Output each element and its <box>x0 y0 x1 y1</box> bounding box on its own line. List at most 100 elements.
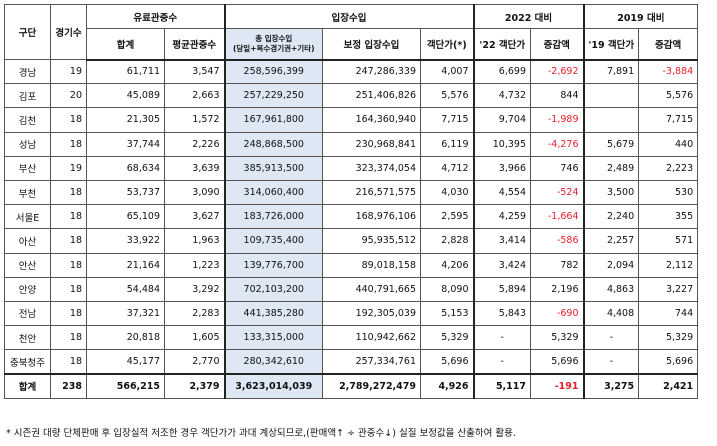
cell-diff22: -1,989 <box>530 107 585 133</box>
cell-revenue-adjusted: 230,968,841 <box>322 131 421 157</box>
cell-paid-total: 68,634 <box>86 155 165 181</box>
cell-revenue-adjusted: 216,571,575 <box>322 179 421 206</box>
header-games: 경기수 <box>50 4 87 60</box>
cell-paid-total: 45,177 <box>86 349 165 375</box>
cell-per-customer: 5,576 <box>420 83 475 109</box>
cell-games: 18 <box>50 228 87 254</box>
cell-revenue-total: 258,596,399 <box>223 58 323 85</box>
cell-revenue-adjusted: 192,305,039 <box>322 300 421 327</box>
cell-avg: 1,572 <box>164 107 225 133</box>
cell-revenue-total: 441,385,280 <box>223 300 323 327</box>
cell-per-customer: 2,595 <box>420 204 475 230</box>
cell-team: 부산 <box>4 155 51 181</box>
cell-diff22: 2,196 <box>530 276 585 302</box>
cell-diff22: 844 <box>530 83 585 109</box>
cell-avg: 2,770 <box>164 349 225 375</box>
cell-per22: - <box>473 349 531 375</box>
cell-per22: 4,259 <box>473 204 531 230</box>
cell-per22: 3,966 <box>473 155 531 181</box>
cell-revenue-adjusted: 95,935,512 <box>322 228 421 254</box>
header-paid-group: 유료관중수 <box>86 4 225 29</box>
cell-revenue-total: 133,315,000 <box>223 325 323 351</box>
cell-diff19: 530 <box>638 179 699 206</box>
cell-per-customer: 2,828 <box>420 228 475 254</box>
header-per-customer: 객단가(*) <box>420 28 475 61</box>
header-vs2022-group: 2022 대비 <box>473 4 585 29</box>
table-row: 서울E 18 65,109 3,627 183,726,000 168,976,106 2,… <box>4 204 699 230</box>
cell-team: 아산 <box>4 228 51 254</box>
cell-paid-total: 566,215 <box>86 372 165 399</box>
cell-revenue-adjusted: 164,360,940 <box>322 107 421 133</box>
cell-paid-total: 37,321 <box>86 300 165 327</box>
cell-diff22: -1,664 <box>530 204 585 230</box>
cell-revenue-total: 280,342,610 <box>223 349 323 375</box>
cell-avg: 2,283 <box>164 300 225 327</box>
cell-per-customer: 5,329 <box>420 325 475 351</box>
cell-diff19: 571 <box>638 228 699 254</box>
cell-diff19: 355 <box>638 204 699 230</box>
cell-per22: 5,117 <box>473 372 531 399</box>
cell-paid-total: 53,737 <box>86 179 165 206</box>
cell-per-customer: 5,153 <box>420 300 475 327</box>
cell-diff22: -690 <box>530 300 585 327</box>
cell-revenue-total: 385,913,500 <box>223 155 323 181</box>
cell-per19: 2,094 <box>582 252 640 278</box>
cell-per19: 7,891 <box>582 58 640 85</box>
cell-diff22: -586 <box>530 228 585 254</box>
table-row: 안산 18 21,164 1,223 139,776,700 89,018,158 4,20… <box>4 252 699 278</box>
cell-diff22: 5,329 <box>530 325 585 351</box>
cell-diff22: -4,276 <box>530 131 585 157</box>
cell-team: 천안 <box>4 325 51 351</box>
cell-team: 부천 <box>4 179 51 206</box>
cell-revenue-adjusted: 89,018,158 <box>322 252 421 278</box>
header-paid-total: 합계 <box>86 28 165 61</box>
total-row: 합계 238 566,215 2,379 3,623,014,039 2,789,272,… <box>4 372 699 399</box>
header-avg: 평균관중수 <box>164 28 225 61</box>
cell-avg: 3,292 <box>164 276 225 302</box>
cell-diff22: -2,692 <box>530 58 585 85</box>
cell-diff22: 746 <box>530 155 585 181</box>
cell-revenue-adjusted: 247,286,339 <box>322 58 421 85</box>
header-revenue-total-line1: 총 입장수입 <box>255 33 293 43</box>
cell-per22: 3,414 <box>473 228 531 254</box>
cell-avg: 3,547 <box>164 58 225 85</box>
cell-revenue-total: 248,868,500 <box>223 131 323 157</box>
cell-per19 <box>582 107 640 133</box>
table-row: 천안 18 20,818 1,605 133,315,000 110,942,662 5,3… <box>4 325 699 351</box>
cell-per-customer: 4,926 <box>420 372 475 399</box>
attendance-revenue-table-container: 구단 경기수 유료관중수 입장수입 2022 대비 2019 대비 합계 평균관… <box>4 4 699 399</box>
table-row: 김포 20 45,089 2,663 257,229,250 251,406,826 5,5… <box>4 83 699 109</box>
cell-per22: 5,894 <box>473 276 531 302</box>
cell-team: 안양 <box>4 276 51 302</box>
cell-avg: 3,090 <box>164 179 225 206</box>
cell-revenue-adjusted: 110,942,662 <box>322 325 421 351</box>
cell-revenue-adjusted: 257,334,761 <box>322 349 421 375</box>
table-body: 경남 19 61,711 3,547 258,596,399 247,286,339 4,0… <box>4 58 699 399</box>
cell-team: 전남 <box>4 300 51 327</box>
cell-per-customer: 8,090 <box>420 276 475 302</box>
cell-diff19: 5,576 <box>638 83 699 109</box>
cell-per19: 3,275 <box>582 372 640 399</box>
cell-per19: 2,489 <box>582 155 640 181</box>
cell-diff22: 782 <box>530 252 585 278</box>
header-revenue-total-line2: (당일+복수경기권+기타) <box>232 43 315 53</box>
cell-games: 18 <box>50 325 87 351</box>
cell-per-customer: 6,119 <box>420 131 475 157</box>
cell-diff19: 5,696 <box>638 349 699 375</box>
cell-per22: - <box>473 325 531 351</box>
cell-paid-total: 54,484 <box>86 276 165 302</box>
cell-revenue-adjusted: 251,406,826 <box>322 83 421 109</box>
cell-per-customer: 4,712 <box>420 155 475 181</box>
header-diff22: 증감액 <box>530 28 585 61</box>
cell-paid-total: 20,818 <box>86 325 165 351</box>
cell-per-customer: 7,715 <box>420 107 475 133</box>
cell-per-customer: 5,696 <box>420 349 475 375</box>
cell-games: 20 <box>50 83 87 109</box>
cell-games: 18 <box>50 204 87 230</box>
cell-games: 18 <box>50 300 87 327</box>
cell-avg: 3,639 <box>164 155 225 181</box>
cell-revenue-total: 167,961,800 <box>223 107 323 133</box>
table-row: 부산 19 68,634 3,639 385,913,500 323,374,054 4,7… <box>4 155 699 181</box>
cell-per-customer: 4,206 <box>420 252 475 278</box>
cell-per22: 4,732 <box>473 83 531 109</box>
